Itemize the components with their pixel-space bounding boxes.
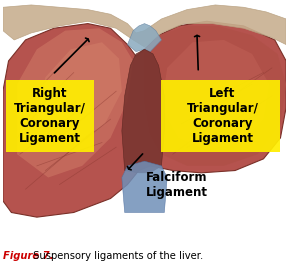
Polygon shape	[127, 24, 162, 52]
Text: Suspensory ligaments of the liver.: Suspensory ligaments of the liver.	[30, 251, 203, 261]
Polygon shape	[122, 49, 164, 173]
Polygon shape	[122, 161, 167, 212]
FancyBboxPatch shape	[6, 80, 94, 152]
Text: Right
Triangular/
Coronary
Ligament: Right Triangular/ Coronary Ligament	[14, 87, 86, 145]
Polygon shape	[3, 5, 286, 47]
Text: Figure 7.: Figure 7.	[3, 251, 53, 261]
FancyBboxPatch shape	[162, 80, 280, 152]
Polygon shape	[3, 21, 286, 217]
Polygon shape	[162, 40, 269, 150]
Polygon shape	[17, 28, 133, 178]
Text: Left
Triangular/
Coronary
Ligament: Left Triangular/ Coronary Ligament	[186, 87, 258, 145]
Polygon shape	[144, 26, 286, 166]
Text: Falciform
Ligament: Falciform Ligament	[146, 171, 208, 199]
Polygon shape	[37, 42, 122, 143]
